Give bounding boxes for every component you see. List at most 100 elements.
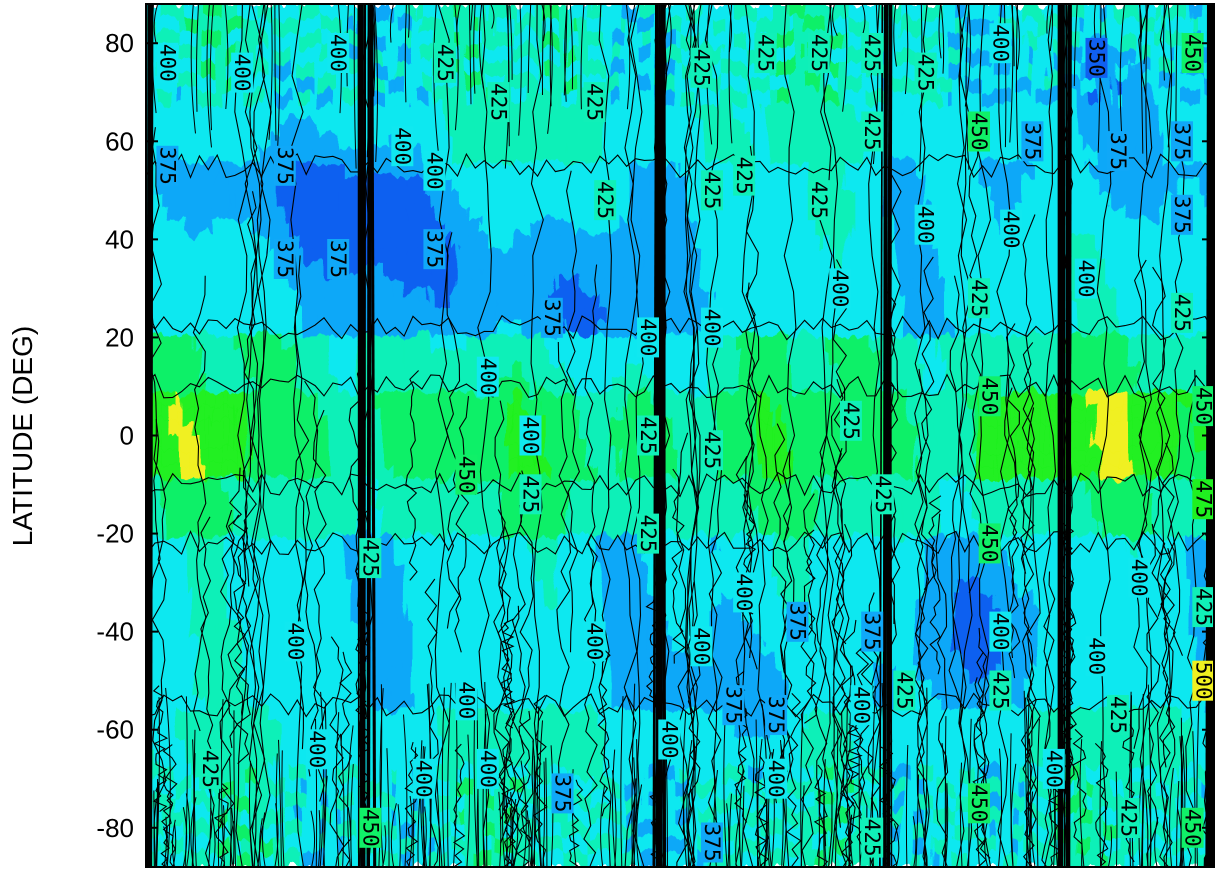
field-cell — [191, 90, 200, 106]
field-cell — [718, 32, 727, 48]
field-cell — [199, 507, 208, 523]
field-cell — [405, 190, 414, 206]
field-cell — [496, 61, 506, 77]
field-cell — [397, 306, 406, 322]
field-cell — [535, 320, 544, 336]
field-cell — [214, 636, 223, 652]
field-cell — [733, 248, 742, 264]
field-cell — [603, 32, 612, 48]
field-cell — [557, 579, 567, 595]
field-cell — [306, 291, 315, 307]
field-cell — [748, 737, 757, 753]
field-cell — [344, 464, 353, 480]
field-cell — [275, 636, 284, 652]
field-cell — [687, 751, 696, 767]
field-cell — [763, 737, 773, 753]
field-cell — [176, 4, 185, 19]
field-cell — [268, 190, 277, 206]
field-cell — [420, 90, 429, 106]
field-cell — [344, 435, 353, 451]
field-cell — [695, 751, 704, 767]
field-cell — [542, 680, 551, 695]
field-cell — [275, 119, 284, 135]
field-cell — [382, 262, 391, 278]
field-cell — [252, 205, 262, 221]
field-cell — [161, 636, 170, 652]
field-cell — [573, 838, 582, 854]
field-cell — [771, 406, 780, 422]
field-cell — [496, 780, 506, 796]
field-cell — [611, 421, 620, 437]
field-cell — [618, 579, 628, 595]
field-cell — [725, 636, 734, 652]
field-cell — [687, 32, 696, 48]
field-cell — [222, 61, 231, 77]
field-cell — [390, 262, 399, 278]
field-cell — [313, 449, 323, 465]
field-cell — [580, 852, 590, 867]
field-cell — [413, 493, 422, 509]
field-cell — [382, 694, 391, 710]
field-cell — [535, 219, 544, 235]
field-cell — [664, 579, 673, 595]
field-cell — [191, 176, 200, 192]
field-cell — [382, 708, 391, 724]
field-cell — [161, 119, 170, 135]
field-cell — [344, 651, 353, 667]
field-cell — [550, 608, 559, 624]
field-cell — [268, 277, 277, 293]
field-cell — [336, 133, 345, 149]
field-cell — [390, 464, 399, 480]
field-cell — [771, 838, 780, 854]
field-cell — [283, 435, 292, 451]
field-cell — [458, 262, 467, 278]
field-cell — [321, 766, 330, 782]
field-cell — [336, 464, 345, 480]
field-cell — [428, 435, 437, 451]
field-cell — [512, 852, 521, 867]
field-cell — [618, 751, 628, 767]
field-cell — [458, 349, 467, 365]
field-cell — [344, 392, 353, 408]
field-cell — [557, 190, 567, 206]
field-cell — [741, 349, 750, 365]
field-cell — [618, 651, 628, 667]
field-cell — [367, 392, 376, 408]
field-cell — [519, 320, 529, 336]
field-cell — [588, 234, 597, 250]
field-cell — [634, 32, 643, 48]
field-cell — [451, 406, 460, 422]
field-cell — [535, 694, 544, 710]
field-cell — [512, 823, 521, 839]
field-cell — [168, 493, 178, 509]
field-cell — [351, 464, 361, 480]
field-cell — [290, 205, 300, 221]
field-cell — [512, 550, 521, 566]
field-cell — [329, 622, 338, 638]
field-cell — [611, 651, 620, 667]
field-cell — [680, 47, 689, 63]
field-cell — [268, 262, 277, 278]
field-cell — [550, 823, 559, 839]
field-cell — [550, 190, 559, 206]
field-cell — [718, 75, 727, 91]
field-cell — [207, 421, 216, 437]
field-cell — [596, 838, 605, 854]
field-cell — [763, 4, 773, 19]
field-cell — [496, 579, 506, 595]
field-cell — [504, 564, 513, 580]
field-cell — [374, 392, 384, 408]
field-cell — [680, 4, 689, 19]
field-cell — [557, 176, 567, 192]
field-cell — [725, 579, 734, 595]
field-cell — [588, 277, 597, 293]
field-cell — [176, 219, 185, 235]
field-cell — [176, 277, 185, 293]
field-cell — [290, 277, 300, 293]
field-cell — [329, 723, 338, 739]
field-cell — [428, 838, 437, 854]
field-cell — [771, 421, 780, 437]
field-cell — [413, 147, 422, 163]
field-cell — [321, 608, 330, 624]
field-cell — [626, 349, 635, 365]
